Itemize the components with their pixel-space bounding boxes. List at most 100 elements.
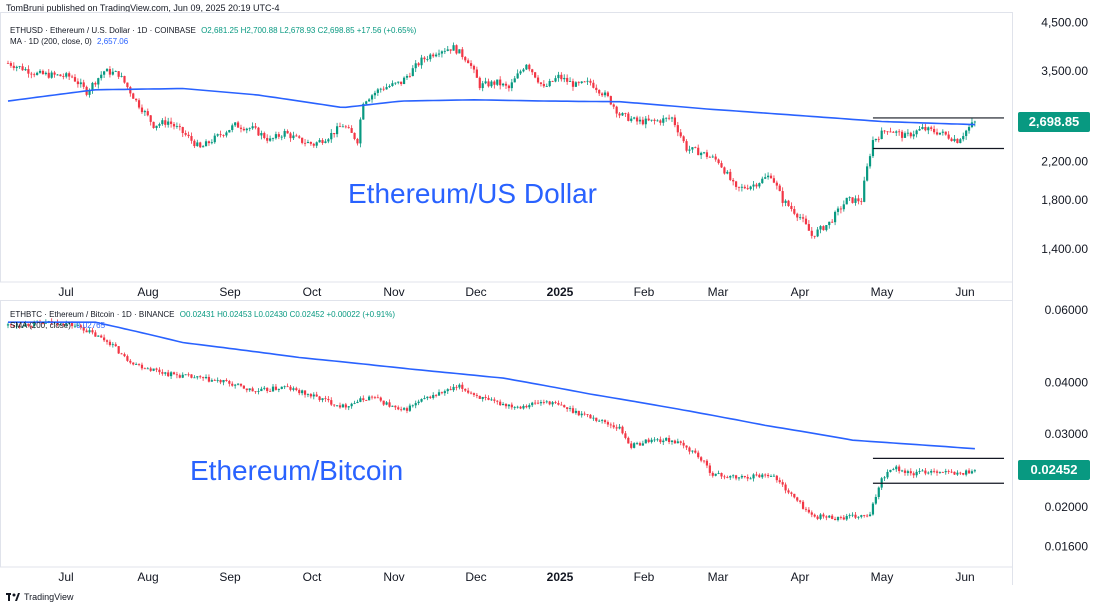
- candle-body: [592, 82, 595, 88]
- candle-body: [379, 88, 382, 90]
- candle-body: [283, 386, 286, 388]
- candle-body: [799, 500, 802, 502]
- candle-body: [947, 471, 950, 472]
- candle-body: [27, 69, 30, 74]
- candle-body: [734, 181, 738, 187]
- candle-body: [650, 119, 653, 121]
- candle-body: [909, 132, 912, 137]
- candle-body: [603, 92, 607, 96]
- candle-body: [140, 364, 144, 369]
- candle-body: [385, 402, 388, 405]
- candle-body: [347, 406, 350, 408]
- candle-body: [292, 388, 295, 390]
- candle-body: [638, 119, 642, 122]
- candle-body: [842, 204, 845, 210]
- candle-body: [504, 403, 508, 407]
- ethbtc-ytick-label: 0.03000: [1045, 427, 1089, 441]
- candle-body: [362, 398, 365, 401]
- candle-body: [199, 376, 202, 378]
- candle-body: [679, 441, 682, 443]
- candle-body: [274, 134, 278, 139]
- candle-body: [146, 111, 149, 116]
- candle-body: [909, 471, 912, 474]
- candle-body: [740, 475, 743, 478]
- candle-body: [62, 324, 65, 326]
- candle-body: [493, 399, 496, 401]
- candle-body: [598, 420, 601, 422]
- candle-body: [414, 63, 417, 69]
- candle-body: [318, 140, 321, 143]
- ethusd-ytick-label: 4,500.00: [1041, 15, 1088, 29]
- tradingview-brand: TradingView: [24, 592, 74, 602]
- candle-body: [56, 74, 59, 76]
- candle-body: [164, 372, 167, 374]
- candle-body: [720, 163, 723, 168]
- candle-body: [306, 394, 310, 395]
- candle-body: [557, 403, 560, 405]
- candle-body: [449, 49, 452, 51]
- ethusd-annotation: Ethereum/US Dollar: [348, 178, 597, 209]
- candle-body: [839, 208, 843, 210]
- candle-body: [260, 388, 263, 392]
- candle-body: [507, 404, 511, 407]
- ethbtc-candles: [6, 318, 976, 522]
- candle-body: [571, 408, 575, 413]
- candle-body: [630, 118, 633, 121]
- candle-body: [478, 77, 481, 89]
- candle-body: [350, 403, 353, 407]
- candle-body: [353, 132, 356, 139]
- candle-body: [266, 137, 269, 141]
- candle-body: [400, 81, 403, 85]
- candle-body: [705, 152, 709, 157]
- candle-body: [269, 138, 272, 141]
- candle-body: [574, 410, 577, 413]
- candle-body: [303, 390, 307, 395]
- candle-body: [181, 374, 184, 378]
- ethusd-pane[interactable]: 4,500.00 3,500.00 2,200.00 1,800.00 1,400.00…: [0, 12, 1100, 300]
- candle-body: [65, 73, 68, 77]
- candle-body: [810, 230, 813, 236]
- candle-body: [312, 143, 315, 146]
- candle-body: [408, 75, 411, 77]
- candle-body: [921, 470, 924, 472]
- candle-body: [679, 132, 682, 137]
- candle-body: [204, 376, 208, 379]
- candle-body: [828, 221, 831, 226]
- ethbtc-pane[interactable]: 0.06000 0.04000 0.03000 0.02000 0.01600 Jul Au…: [0, 300, 1100, 588]
- candle-body: [167, 121, 170, 125]
- candle-body: [449, 389, 452, 391]
- candle-body: [169, 372, 173, 377]
- candle-body: [851, 197, 854, 203]
- ethbtc-xtick-label: Sep: [219, 570, 241, 584]
- candle-body: [12, 65, 15, 69]
- candle-body: [606, 92, 610, 97]
- candle-body: [831, 515, 834, 519]
- candle-body: [665, 437, 668, 441]
- candle-body: [825, 225, 828, 231]
- candle-body: [592, 417, 595, 419]
- candle-body: [603, 420, 607, 423]
- candle-body: [443, 50, 446, 52]
- candle-body: [70, 322, 74, 326]
- candle-body: [429, 396, 432, 398]
- candle-body: [816, 229, 819, 237]
- candle-body: [181, 127, 184, 134]
- candle-body: [825, 516, 828, 518]
- candle-body: [347, 127, 350, 129]
- candle-body: [784, 484, 787, 491]
- candle-body: [365, 101, 368, 104]
- candle-body: [734, 475, 738, 479]
- candle-body: [382, 88, 385, 90]
- candle-body: [729, 171, 732, 180]
- candle-body: [670, 440, 674, 442]
- candle-body: [152, 368, 155, 371]
- candle-body: [930, 127, 933, 129]
- candle-body: [397, 407, 400, 410]
- candle-body: [973, 470, 976, 472]
- candle-body: [705, 460, 709, 466]
- candle-body: [423, 398, 426, 400]
- candle-body: [405, 408, 409, 411]
- candle-body: [88, 330, 91, 333]
- candle-body: [586, 414, 589, 416]
- candle-body: [204, 141, 208, 147]
